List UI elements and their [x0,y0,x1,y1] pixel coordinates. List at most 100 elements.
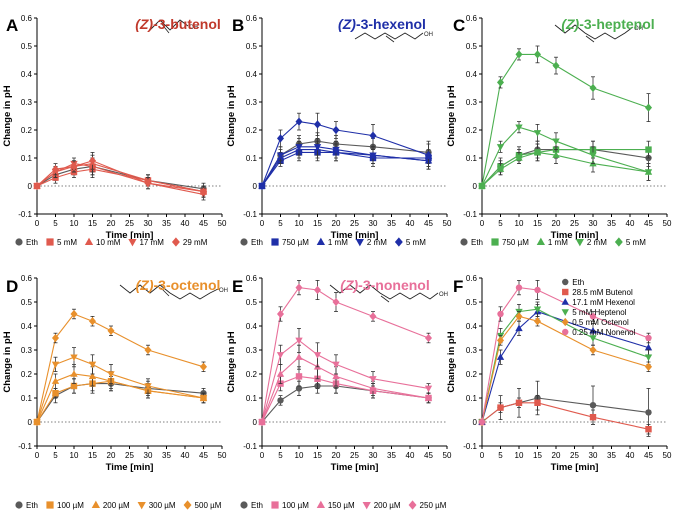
y-tick-label: 0.4 [21,322,33,331]
legend-marker [408,500,417,510]
x-tick-label: 0 [260,219,265,228]
x-tick-label: 30 [589,451,598,460]
chart-title: (Z)-3-hexenol [338,16,426,32]
y-tick-label: 0.6 [466,274,478,283]
x-tick-label: 40 [181,451,190,460]
y-tick-label: 0.6 [466,14,478,23]
legend-label: Eth [26,501,38,510]
data-point [497,404,504,411]
series-line [261,385,429,423]
x-tick-label: 0 [35,451,40,460]
legend-item: 17 mM [128,238,164,247]
data-point [295,283,303,292]
chart-panel-c: C-0.100.10.20.30.40.50.60 5 10 15 20 25 30 35 40… [446,14,672,247]
chart-title: (Z)-3-octenol [136,277,221,293]
legend-item: 0.25 mM Nonenol [562,328,636,337]
legend-marker [15,501,23,509]
legend-marker [84,237,94,246]
legend-marker [240,501,248,509]
legend-marker [561,309,569,316]
x-axis-label: Time [min] [331,462,379,473]
chemical-structure [329,284,439,300]
legend-marker [355,238,364,247]
y-tick-label: 0.2 [466,126,478,135]
series-100-m [258,366,432,426]
legend-label: 200 µM [374,501,401,510]
data-point [332,361,340,369]
data-point [107,371,115,378]
legend-item: 200 µM [362,501,401,510]
legend-item: 500 µM [183,500,222,510]
y-axis-label: Change in pH [226,85,237,146]
data-point [332,125,340,135]
x-tick-label: 35 [162,219,171,228]
x-tick-label: 25 [570,219,579,228]
chart-title: (Z)-3-nonenol [340,277,429,293]
series-line [36,373,204,423]
legend-label: 5 mM [626,238,646,247]
x-tick-label: 25 [125,219,134,228]
legend-label: 300 µM [149,501,176,510]
data-point [478,181,486,191]
x-tick-label: 30 [369,451,378,460]
y-tick-label: 0 [253,418,258,427]
x-tick-label: 15 [533,451,542,460]
data-point [369,312,377,321]
legend-label: 5 mM [406,238,426,247]
oh-label: OH [439,292,448,298]
oh-label: OH [189,25,198,31]
x-axis-label: Time [min] [551,462,599,473]
series-0-25-mm-nonenol [478,279,652,426]
legend-item: 2 mM [575,238,607,247]
data-point [107,326,115,335]
legend-item: 0.5 mM Octenol [561,317,629,327]
x-tick-label: 50 [663,451,672,460]
data-point [645,334,652,342]
series-17-mm [33,157,208,201]
legend-marker [128,238,137,247]
data-point [70,382,78,390]
data-point [199,395,208,402]
data-point [496,336,505,345]
y-tick-label: 0.2 [21,370,33,379]
legend-marker [183,500,192,510]
legend: Eth 100 µM 150 µM 200 µM 250 µM [240,500,447,510]
series-300-m [33,347,208,426]
x-tick-label: 10 [295,219,304,228]
legend-label: Eth [471,238,483,247]
data-point [258,181,266,191]
legend-item: 28.5 mM Butenol [562,288,633,297]
x-tick-label: 10 [515,451,524,460]
data-point [644,343,653,351]
x-tick-label: 35 [162,451,171,460]
data-point [51,333,60,343]
y-tick-label: 0.3 [21,98,33,107]
data-point [496,78,505,87]
series-200-m [258,327,433,426]
data-point [88,156,97,165]
double-bond [385,35,395,43]
legend-item: 250 µM [408,500,447,510]
y-tick-label: 0.1 [246,154,258,163]
y-axis-label: Change in pH [2,331,13,392]
legend-item: Eth [240,238,263,247]
data-point [70,354,78,362]
x-tick-label: 30 [144,451,153,460]
x-tick-label: 15 [88,219,97,228]
data-point [589,335,597,342]
x-tick-label: 45 [199,451,208,460]
data-point [295,117,303,126]
legend-label: 750 µM [502,238,529,247]
x-tick-label: 10 [70,219,79,228]
data-point [534,399,541,406]
legend-label: Eth [26,238,38,247]
legend-item: 5 mM [394,237,426,247]
y-axis-label: Change in pH [446,85,457,146]
x-tick-label: 10 [295,451,304,460]
x-tick-label: 20 [332,451,341,460]
data-point [478,418,486,426]
data-point [645,426,652,433]
series-line [261,140,429,187]
y-tick-label: 0.6 [246,14,258,23]
